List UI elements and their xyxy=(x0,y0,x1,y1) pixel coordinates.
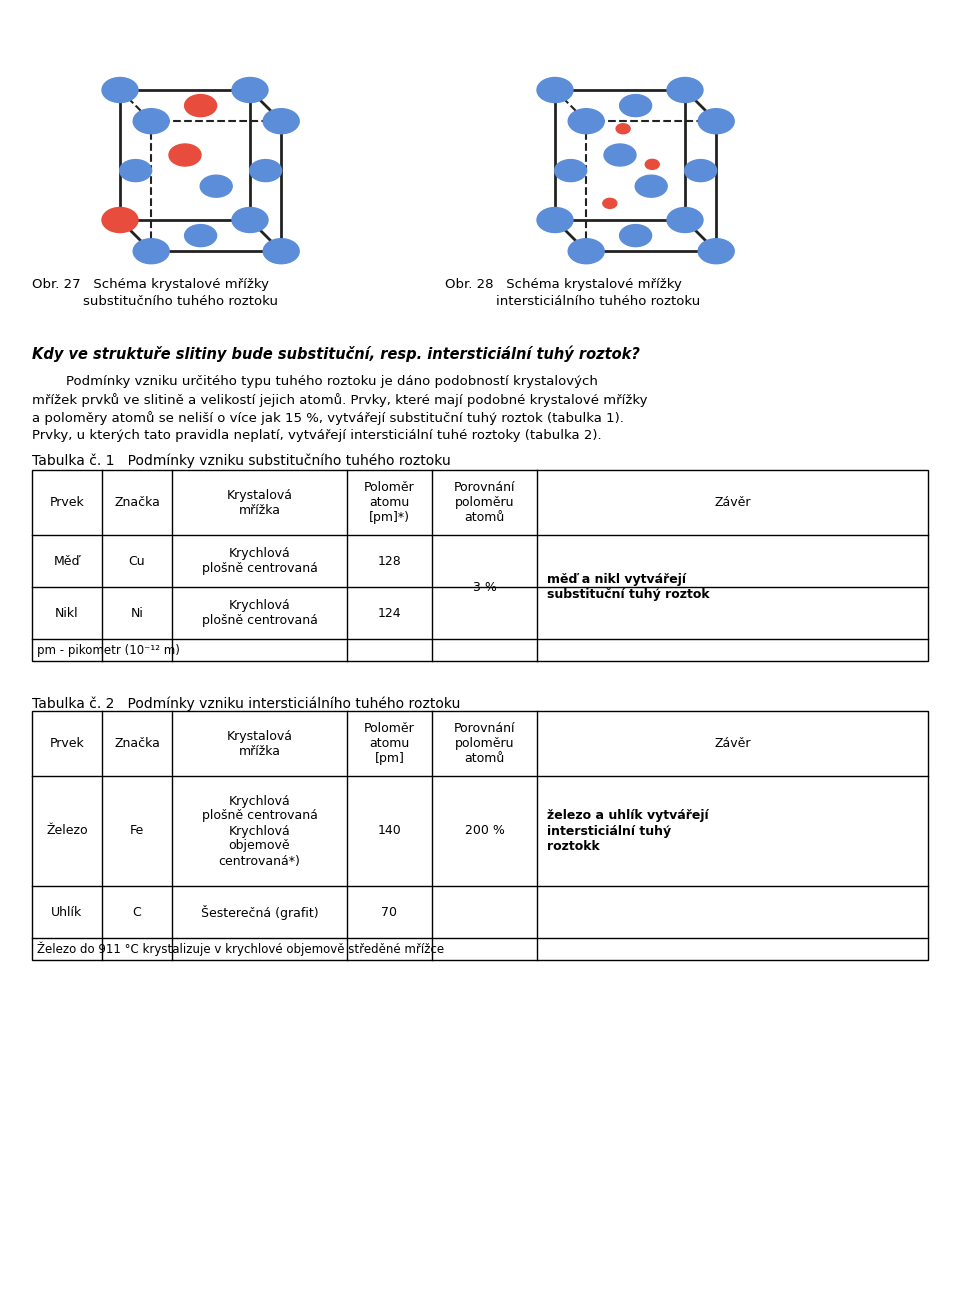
Ellipse shape xyxy=(537,78,573,103)
Text: Krychlová
plošně centrovaná
Krychlová
objemově
centrovaná*): Krychlová plošně centrovaná Krychlová ob… xyxy=(202,794,318,868)
Text: pm - pikometr (10⁻¹² m): pm - pikometr (10⁻¹² m) xyxy=(37,643,180,656)
Ellipse shape xyxy=(133,239,169,264)
Text: Krystalová
mřížka: Krystalová mřížka xyxy=(227,488,293,517)
Bar xyxy=(32,711,928,960)
Text: Tabulka č. 1   Podmínky vzniku substitučního tuhého roztoku: Tabulka č. 1 Podmínky vzniku substituční… xyxy=(32,452,451,468)
Text: Ni: Ni xyxy=(131,606,143,619)
Ellipse shape xyxy=(120,159,152,181)
Ellipse shape xyxy=(667,208,703,233)
Text: Podmínky vzniku určitého typu tuhého roztoku je dáno podobností krystalových: Podmínky vzniku určitého typu tuhého roz… xyxy=(32,375,598,388)
Text: Značka: Značka xyxy=(114,736,160,750)
Text: C: C xyxy=(132,906,141,918)
Text: Železo: Železo xyxy=(46,825,87,838)
Text: 3 %: 3 % xyxy=(472,580,496,593)
Ellipse shape xyxy=(169,145,201,166)
Text: intersticiálního tuhého roztoku: intersticiálního tuhého roztoku xyxy=(445,295,700,308)
Ellipse shape xyxy=(619,95,652,117)
Ellipse shape xyxy=(232,208,268,233)
Ellipse shape xyxy=(537,208,573,233)
Text: Prvek: Prvek xyxy=(50,736,84,750)
Text: Fe: Fe xyxy=(130,825,144,838)
Text: Krychlová
plošně centrovaná: Krychlová plošně centrovaná xyxy=(202,547,318,575)
Text: substitučního tuhého roztoku: substitučního tuhého roztoku xyxy=(32,295,278,308)
Ellipse shape xyxy=(263,109,300,134)
Text: 200 %: 200 % xyxy=(465,825,504,838)
Text: Poloměr
atomu
[pm]*): Poloměr atomu [pm]*) xyxy=(364,481,415,523)
Bar xyxy=(32,469,928,661)
Ellipse shape xyxy=(698,109,734,134)
Text: 124: 124 xyxy=(377,606,401,619)
Text: Obr. 28   Schéma krystalové mřížky: Obr. 28 Schéma krystalové mřížky xyxy=(445,277,682,291)
Text: železo a uhlík vytvářejí
intersticiální tuhý
roztokk: železo a uhlík vytvářejí intersticiální … xyxy=(547,810,708,852)
Text: měď a nikl vytvářejí
substituční tuhý roztok: měď a nikl vytvářejí substituční tuhý ro… xyxy=(547,573,709,601)
Text: 70: 70 xyxy=(381,906,397,918)
Ellipse shape xyxy=(636,175,667,197)
Ellipse shape xyxy=(250,159,281,181)
Ellipse shape xyxy=(645,159,660,170)
Ellipse shape xyxy=(568,239,604,264)
Ellipse shape xyxy=(102,78,138,103)
Text: Porovnání
poloměru
atomů: Porovnání poloměru atomů xyxy=(454,481,516,523)
Ellipse shape xyxy=(263,239,300,264)
Ellipse shape xyxy=(616,124,630,134)
Text: Značka: Značka xyxy=(114,496,160,509)
Text: Tabulka č. 2   Podmínky vzniku intersticiálního tuhého roztoku: Tabulka č. 2 Podmínky vzniku intersticiá… xyxy=(32,696,461,710)
Ellipse shape xyxy=(698,239,734,264)
Ellipse shape xyxy=(102,208,138,233)
Text: Nikl: Nikl xyxy=(55,606,79,619)
Text: Krychlová
plošně centrovaná: Krychlová plošně centrovaná xyxy=(202,600,318,627)
Ellipse shape xyxy=(667,78,703,103)
Ellipse shape xyxy=(184,225,217,247)
Text: mřížek prvků ve slitině a velikostí jejich atomů. Prvky, které mají podobné krys: mřížek prvků ve slitině a velikostí jeji… xyxy=(32,393,647,406)
Ellipse shape xyxy=(232,78,268,103)
Text: Poloměr
atomu
[pm]: Poloměr atomu [pm] xyxy=(364,722,415,765)
Text: Kdy ve struktuře slitiny bude substituční, resp. intersticiální tuhý roztok?: Kdy ve struktuře slitiny bude substitučn… xyxy=(32,345,640,362)
Text: Obr. 27   Schéma krystalové mřížky: Obr. 27 Schéma krystalové mřížky xyxy=(32,277,269,291)
Text: Uhlík: Uhlík xyxy=(52,906,83,918)
Text: Měď: Měď xyxy=(54,555,81,568)
Text: 140: 140 xyxy=(377,825,401,838)
Ellipse shape xyxy=(201,175,232,197)
Text: Prvky, u kterých tato pravidla neplatí, vytvářejí intersticiální tuhé roztoky (t: Prvky, u kterých tato pravidla neplatí, … xyxy=(32,429,602,442)
Text: Šesterečná (grafit): Šesterečná (grafit) xyxy=(201,905,319,919)
Ellipse shape xyxy=(603,199,617,208)
Text: 128: 128 xyxy=(377,555,401,568)
Text: Cu: Cu xyxy=(129,555,145,568)
Text: Prvek: Prvek xyxy=(50,496,84,509)
Text: Závěr: Závěr xyxy=(714,496,751,509)
Text: Porovnání
poloměru
atomů: Porovnání poloměru atomů xyxy=(454,722,516,765)
Ellipse shape xyxy=(684,159,716,181)
Text: Závěr: Závěr xyxy=(714,736,751,750)
Text: Železo do 911 °C krystalizuje v krychlové objemově středěné mřížce: Železo do 911 °C krystalizuje v krychlov… xyxy=(37,942,444,956)
Ellipse shape xyxy=(555,159,587,181)
Ellipse shape xyxy=(604,145,636,166)
Text: Krystalová
mřížka: Krystalová mřížka xyxy=(227,730,293,757)
Ellipse shape xyxy=(133,109,169,134)
Ellipse shape xyxy=(184,95,217,117)
Ellipse shape xyxy=(568,109,604,134)
Text: a poloměry atomů se neliší o více jak 15 %, vytvářejí substituční tuhý roztok (t: a poloměry atomů se neliší o více jak 15… xyxy=(32,412,624,425)
Ellipse shape xyxy=(619,225,652,247)
